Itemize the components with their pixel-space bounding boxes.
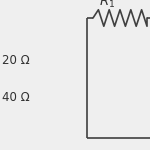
Text: 20 Ω: 20 Ω	[2, 54, 29, 66]
Text: $R_1$: $R_1$	[99, 0, 115, 10]
Text: 40 Ω: 40 Ω	[2, 91, 29, 104]
